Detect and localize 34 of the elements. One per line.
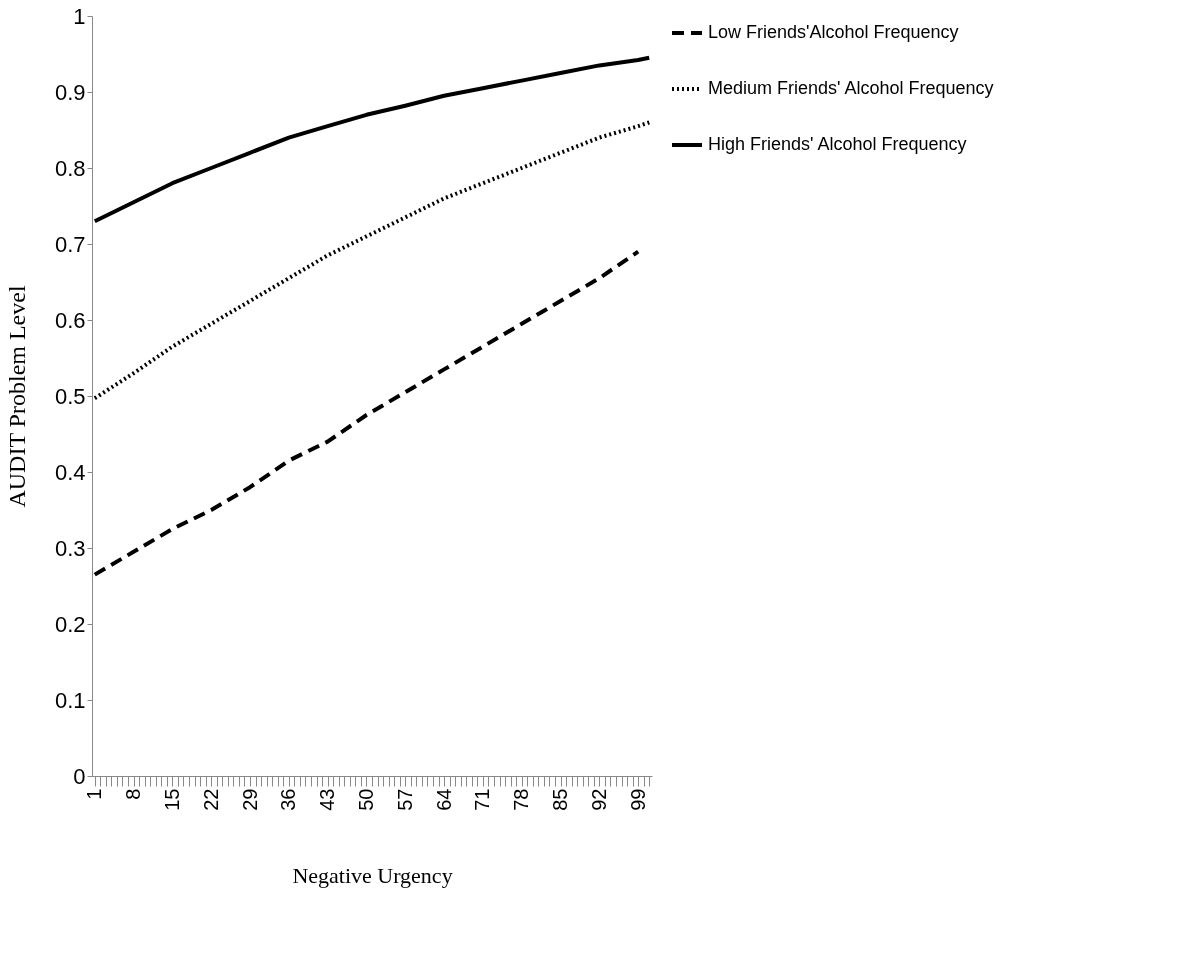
x-tick-label: 43 [316,788,339,811]
y-tick-label: 0.7 [54,231,86,257]
x-tick-label: 29 [238,788,261,811]
x-tick-label: 78 [510,788,533,811]
line-series [92,120,652,401]
y-tick-label: 0.6 [54,307,86,333]
x-tick-label: 64 [432,788,455,811]
x-tick-label: 15 [160,788,183,811]
y-tick-label: 0.1 [54,687,86,713]
y-tick-label: 0.8 [54,155,86,181]
y-tick-label: 0.4 [54,459,86,485]
y-axis-title: AUDIT Problem Level [3,285,30,508]
x-tick-label: 92 [587,788,610,811]
y-tick-label: 0 [73,763,86,789]
line-series [92,249,641,577]
legend-label: Medium Friends' Alcohol Frequency [708,78,994,98]
y-tick-label: 0.2 [54,611,86,637]
x-axis-title: Negative Urgency [292,862,453,888]
y-tick-label: 0.5 [54,383,86,409]
x-tick-label: 36 [277,788,300,811]
x-tick-label: 22 [199,788,222,811]
x-tick-label: 85 [549,788,572,811]
x-tick-label: 1 [83,788,106,800]
line-series [92,55,652,224]
y-tick-label: 0.3 [54,535,86,561]
legend-label: Low Friends'Alcohol Frequency [708,22,959,42]
x-tick-label: 71 [471,788,494,811]
x-tick-label: 50 [354,788,377,811]
x-tick-label: 8 [122,788,145,800]
x-tick-label: 57 [393,788,416,811]
y-tick-label: 1 [73,3,86,29]
legend-label: High Friends' Alcohol Frequency [708,134,967,154]
y-tick-label: 0.9 [54,79,86,105]
x-tick-label: 99 [626,788,649,811]
